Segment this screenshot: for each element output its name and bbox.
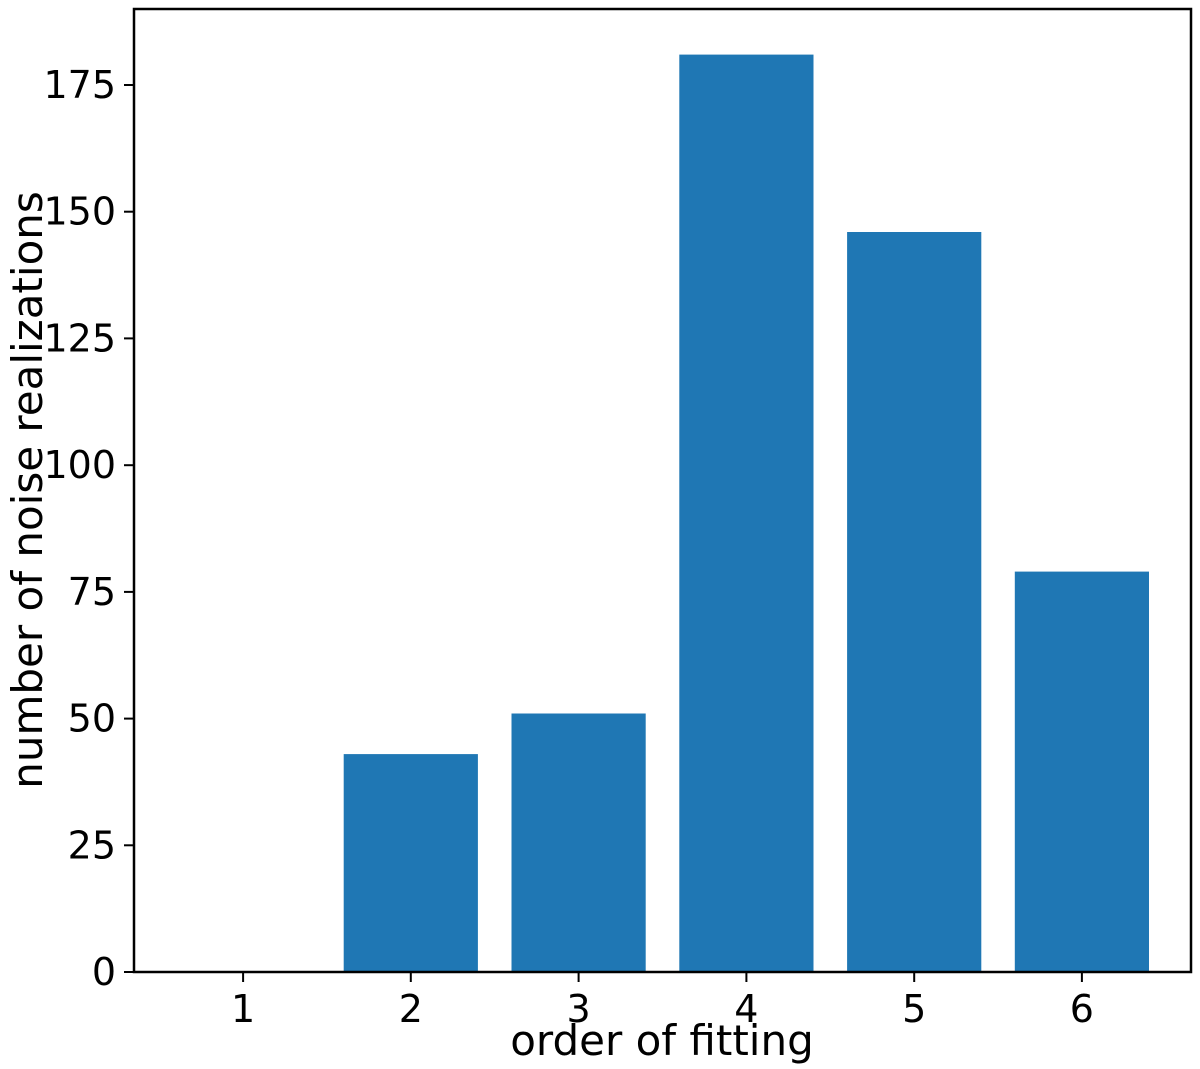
x-tick-label-3: 3 (567, 987, 591, 1031)
y-tick-label-75: 75 (68, 570, 116, 614)
y-tick-label-175: 175 (43, 63, 116, 107)
bars-layer (343, 54, 1149, 973)
x-tick-label-5: 5 (902, 987, 926, 1031)
x-axis: 1 2 3 4 5 6 (231, 972, 1094, 1031)
x-tick-label-6: 6 (1070, 987, 1094, 1031)
bar-5 (847, 232, 982, 972)
y-tick-label-50: 50 (68, 697, 116, 741)
y-tick-label-125: 125 (43, 316, 116, 360)
bar-4 (679, 54, 814, 973)
x-tick-label-1: 1 (231, 987, 255, 1031)
y-tick-label-150: 150 (43, 190, 116, 234)
bar-6 (1014, 571, 1149, 972)
y-axis-title: number of noise realizations (3, 191, 52, 789)
y-tick-label-0: 0 (92, 950, 116, 994)
x-tick-label-2: 2 (399, 987, 423, 1031)
y-tick-label-25: 25 (68, 823, 116, 867)
x-axis-title: order of fitting (510, 1016, 814, 1065)
bar-3 (511, 713, 646, 972)
x-tick-label-4: 4 (734, 987, 758, 1031)
plot-frame (132, 7, 1193, 974)
y-axis: 0 25 50 75 100 125 150 175 (43, 63, 134, 994)
y-tick-label-100: 100 (43, 443, 116, 487)
bar-2 (343, 754, 478, 972)
